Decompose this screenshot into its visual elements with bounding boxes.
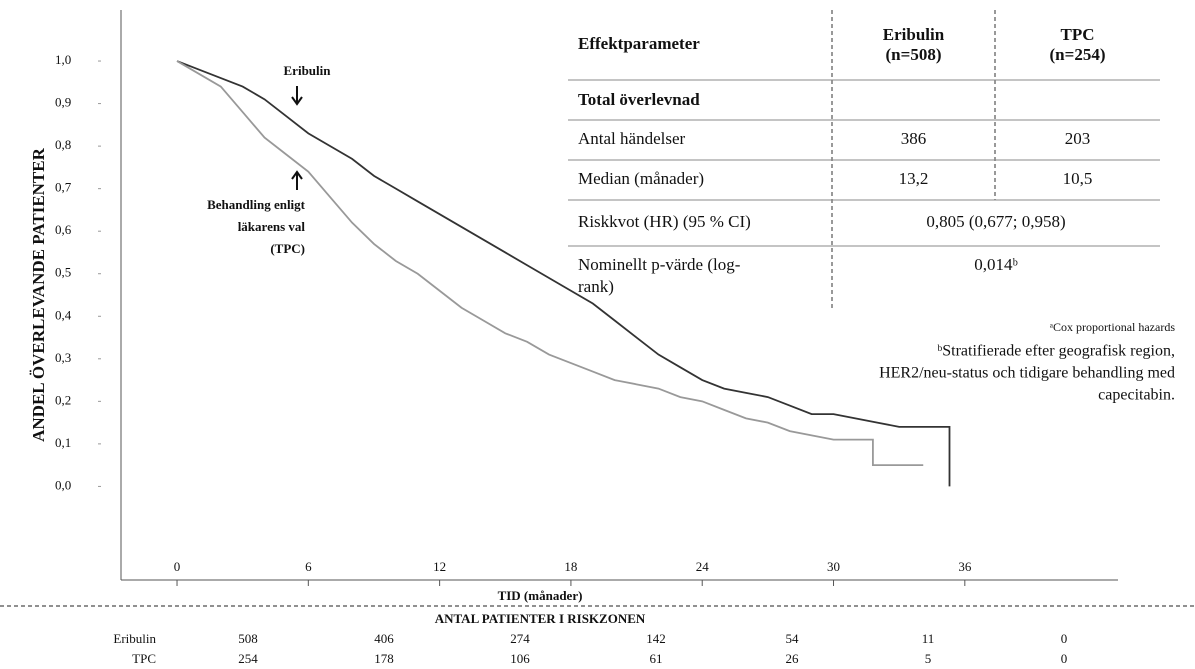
table-cell: Median (månader)	[578, 169, 704, 188]
y-tick-label: 0,4	[55, 307, 72, 322]
y-tick-label: 0,2	[55, 392, 71, 407]
risk-row-name: TPC	[132, 651, 156, 666]
risk-row-name: Eribulin	[113, 631, 156, 646]
y-tick-label: 0,9	[55, 95, 71, 110]
x-tick-label: 30	[827, 559, 840, 574]
annotation: Eribulin	[284, 63, 332, 78]
footnote: ᵇStratifierade efter geografisk region,	[937, 343, 1175, 360]
risk-value: 406	[374, 631, 394, 646]
risk-value: 11	[922, 631, 935, 646]
y-tick-label: 0,5	[55, 265, 71, 280]
table-header: (n=508)	[886, 45, 942, 64]
y-tick-label: 0,3	[55, 350, 71, 365]
risk-value: 0	[1061, 631, 1068, 646]
table-header: (n=254)	[1050, 45, 1106, 64]
arrow	[291, 86, 303, 106]
survival-curve	[176, 60, 951, 487]
table-cell: Antal händelser	[578, 129, 685, 148]
footnote: capecitabin.	[1098, 387, 1175, 404]
y-axis-label: ANDEL ÖVERLEVANDE PATIENTER	[29, 147, 48, 442]
x-axis-label: TID (månader)	[498, 588, 583, 603]
y-tick-label: 0,8	[55, 137, 71, 152]
annotation: läkarens val	[238, 219, 306, 234]
survival-curve	[176, 60, 924, 467]
table-header: TPC	[1061, 25, 1095, 44]
risk-title: ANTAL PATIENTER I RISKZONEN	[435, 611, 646, 626]
table-section: Total överlevnad	[578, 90, 700, 109]
table-cell: 10,5	[1063, 169, 1093, 188]
table-cell: rank)	[578, 277, 614, 296]
table-header: Effektparameter	[578, 34, 700, 53]
footnote: HER2/neu-status och tidigare behandling …	[879, 365, 1175, 382]
annotation: Behandling enligt	[207, 197, 306, 212]
table-cell: 13,2	[899, 169, 929, 188]
y-tick-label: 0,6	[55, 222, 72, 237]
risk-value: 178	[374, 651, 394, 666]
risk-value: 254	[238, 651, 258, 666]
table-cell: 203	[1065, 129, 1091, 148]
table-cell: 0,014ᵇ	[974, 255, 1018, 274]
table-cell: Riskkvot (HR) (95 % CI)	[578, 212, 751, 231]
x-tick-label: 6	[305, 559, 312, 574]
y-tick-label: 0,1	[55, 435, 71, 450]
risk-value: 274	[510, 631, 530, 646]
risk-value: 54	[786, 631, 800, 646]
annotation: (TPC)	[270, 241, 305, 256]
table-cell: 0,805 (0,677; 0,958)	[926, 212, 1065, 231]
x-tick-label: 18	[564, 559, 577, 574]
x-tick-label: 0	[174, 559, 181, 574]
table-cell: Nominellt p-värde (log-	[578, 255, 741, 274]
table-cell: 386	[901, 129, 927, 148]
y-tick-label: 0,0	[55, 477, 71, 492]
x-tick-label: 36	[958, 559, 972, 574]
footnote: ᵃCox proportional hazards	[1050, 320, 1176, 334]
risk-value: 106	[510, 651, 530, 666]
risk-value: 508	[238, 631, 258, 646]
x-tick-label: 12	[433, 559, 446, 574]
risk-value: 0	[1061, 651, 1068, 666]
y-tick-label: 0,7	[55, 180, 72, 195]
x-tick-label: 24	[696, 559, 710, 574]
risk-value: 26	[786, 651, 800, 666]
y-tick-label: 1,0	[55, 52, 71, 67]
risk-value: 5	[925, 651, 932, 666]
risk-value: 61	[650, 651, 663, 666]
table-header: Eribulin	[883, 25, 945, 44]
arrow	[291, 170, 303, 190]
risk-value: 142	[646, 631, 666, 646]
